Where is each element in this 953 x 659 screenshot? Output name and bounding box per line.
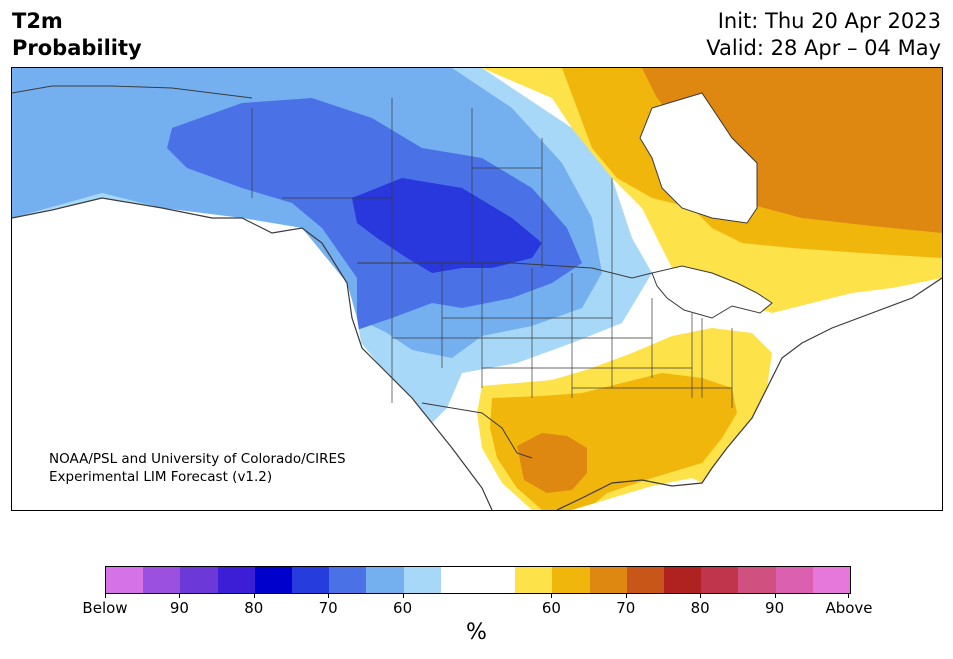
colorbar-tick bbox=[402, 593, 404, 598]
colorbar-segment bbox=[701, 567, 739, 593]
credit-line-2: Experimental LIM Forecast (v1.2) bbox=[49, 469, 273, 485]
us-mexico-border bbox=[421, 402, 533, 459]
colorbar-tick-label: 90 bbox=[169, 599, 189, 617]
colorbar-tick-label: 80 bbox=[244, 599, 264, 617]
colorbar-tick bbox=[105, 593, 106, 598]
colorbar-segment bbox=[552, 567, 590, 593]
colorbar-segment bbox=[738, 567, 776, 593]
colorbar-tick bbox=[774, 593, 776, 598]
alaska-border bbox=[12, 85, 253, 99]
colorbar-tick bbox=[328, 593, 330, 598]
colorbar-segment bbox=[143, 567, 181, 593]
colorbar-tick-label: 60 bbox=[393, 599, 413, 617]
credit-line-1: NOAA/PSL and University of Colorado/CIRE… bbox=[49, 451, 346, 467]
great-lakes bbox=[651, 265, 773, 319]
hudson-bay bbox=[639, 92, 758, 224]
state-borders bbox=[391, 263, 733, 408]
colorbar-tick-label: Above bbox=[825, 599, 873, 617]
colorbar-unit: % bbox=[466, 620, 487, 645]
colorbar-segment bbox=[366, 567, 404, 593]
colorbar-segment bbox=[478, 567, 516, 593]
colorbar-segment bbox=[106, 567, 144, 593]
colorbar-segment bbox=[812, 567, 851, 593]
map-svg bbox=[12, 68, 942, 510]
colorbar-tick bbox=[179, 593, 181, 598]
above-80-region-south bbox=[517, 433, 587, 493]
colorbar-segment bbox=[775, 567, 813, 593]
colorbar-tick bbox=[700, 593, 702, 598]
chart-title: T2m Probability bbox=[12, 8, 142, 62]
colorbar-segment bbox=[664, 567, 702, 593]
province-borders bbox=[251, 98, 613, 278]
colorbar-segment bbox=[217, 567, 255, 593]
colorbar-segment bbox=[254, 567, 293, 593]
title-line-2: Probability bbox=[12, 36, 142, 60]
colorbar-tick-label: 70 bbox=[318, 599, 338, 617]
forecast-dates: Init: Thu 20 Apr 2023 Valid: 28 Apr – 04… bbox=[706, 8, 941, 62]
colorbar-tick bbox=[625, 593, 627, 598]
colorbar-segment bbox=[180, 567, 218, 593]
east-coastline bbox=[556, 277, 942, 510]
init-date: Init: Thu 20 Apr 2023 bbox=[717, 9, 941, 33]
title-line-1: T2m bbox=[12, 9, 63, 33]
colorbar-tick bbox=[253, 593, 255, 598]
colorbar-ticks bbox=[105, 593, 849, 601]
map-panel: NOAA/PSL and University of Colorado/CIRE… bbox=[11, 67, 943, 511]
colorbar-segment bbox=[440, 567, 479, 593]
colorbar-tick bbox=[551, 593, 553, 598]
below-90-region bbox=[352, 178, 542, 273]
colorbar-segment bbox=[329, 567, 367, 593]
ocean-south bbox=[572, 448, 942, 510]
colorbar bbox=[105, 566, 851, 594]
colorbar-tick-label: 70 bbox=[616, 599, 636, 617]
colorbar-segment bbox=[589, 567, 627, 593]
coastline bbox=[12, 197, 493, 510]
ocean-northwest bbox=[12, 198, 482, 510]
colorbar-tick-label: 60 bbox=[541, 599, 561, 617]
colorbar-labels: Below 90 80 70 60 60 70 80 90 Above bbox=[82, 599, 872, 619]
colorbar-segment bbox=[515, 567, 553, 593]
us-canada-border bbox=[357, 262, 653, 279]
colorbar-tick bbox=[848, 593, 849, 598]
colorbar-segment bbox=[292, 567, 330, 593]
colorbar-segment bbox=[403, 567, 441, 593]
valid-range: Valid: 28 Apr – 04 May bbox=[706, 36, 941, 60]
colorbar-tick-label: 90 bbox=[765, 599, 785, 617]
colorbar-segment bbox=[626, 567, 665, 593]
colorbar-tick-label: 80 bbox=[690, 599, 710, 617]
credit-text: NOAA/PSL and University of Colorado/CIRE… bbox=[49, 450, 346, 486]
colorbar-tick-label: Below bbox=[82, 599, 128, 617]
above-80-region-northeast bbox=[642, 68, 942, 233]
